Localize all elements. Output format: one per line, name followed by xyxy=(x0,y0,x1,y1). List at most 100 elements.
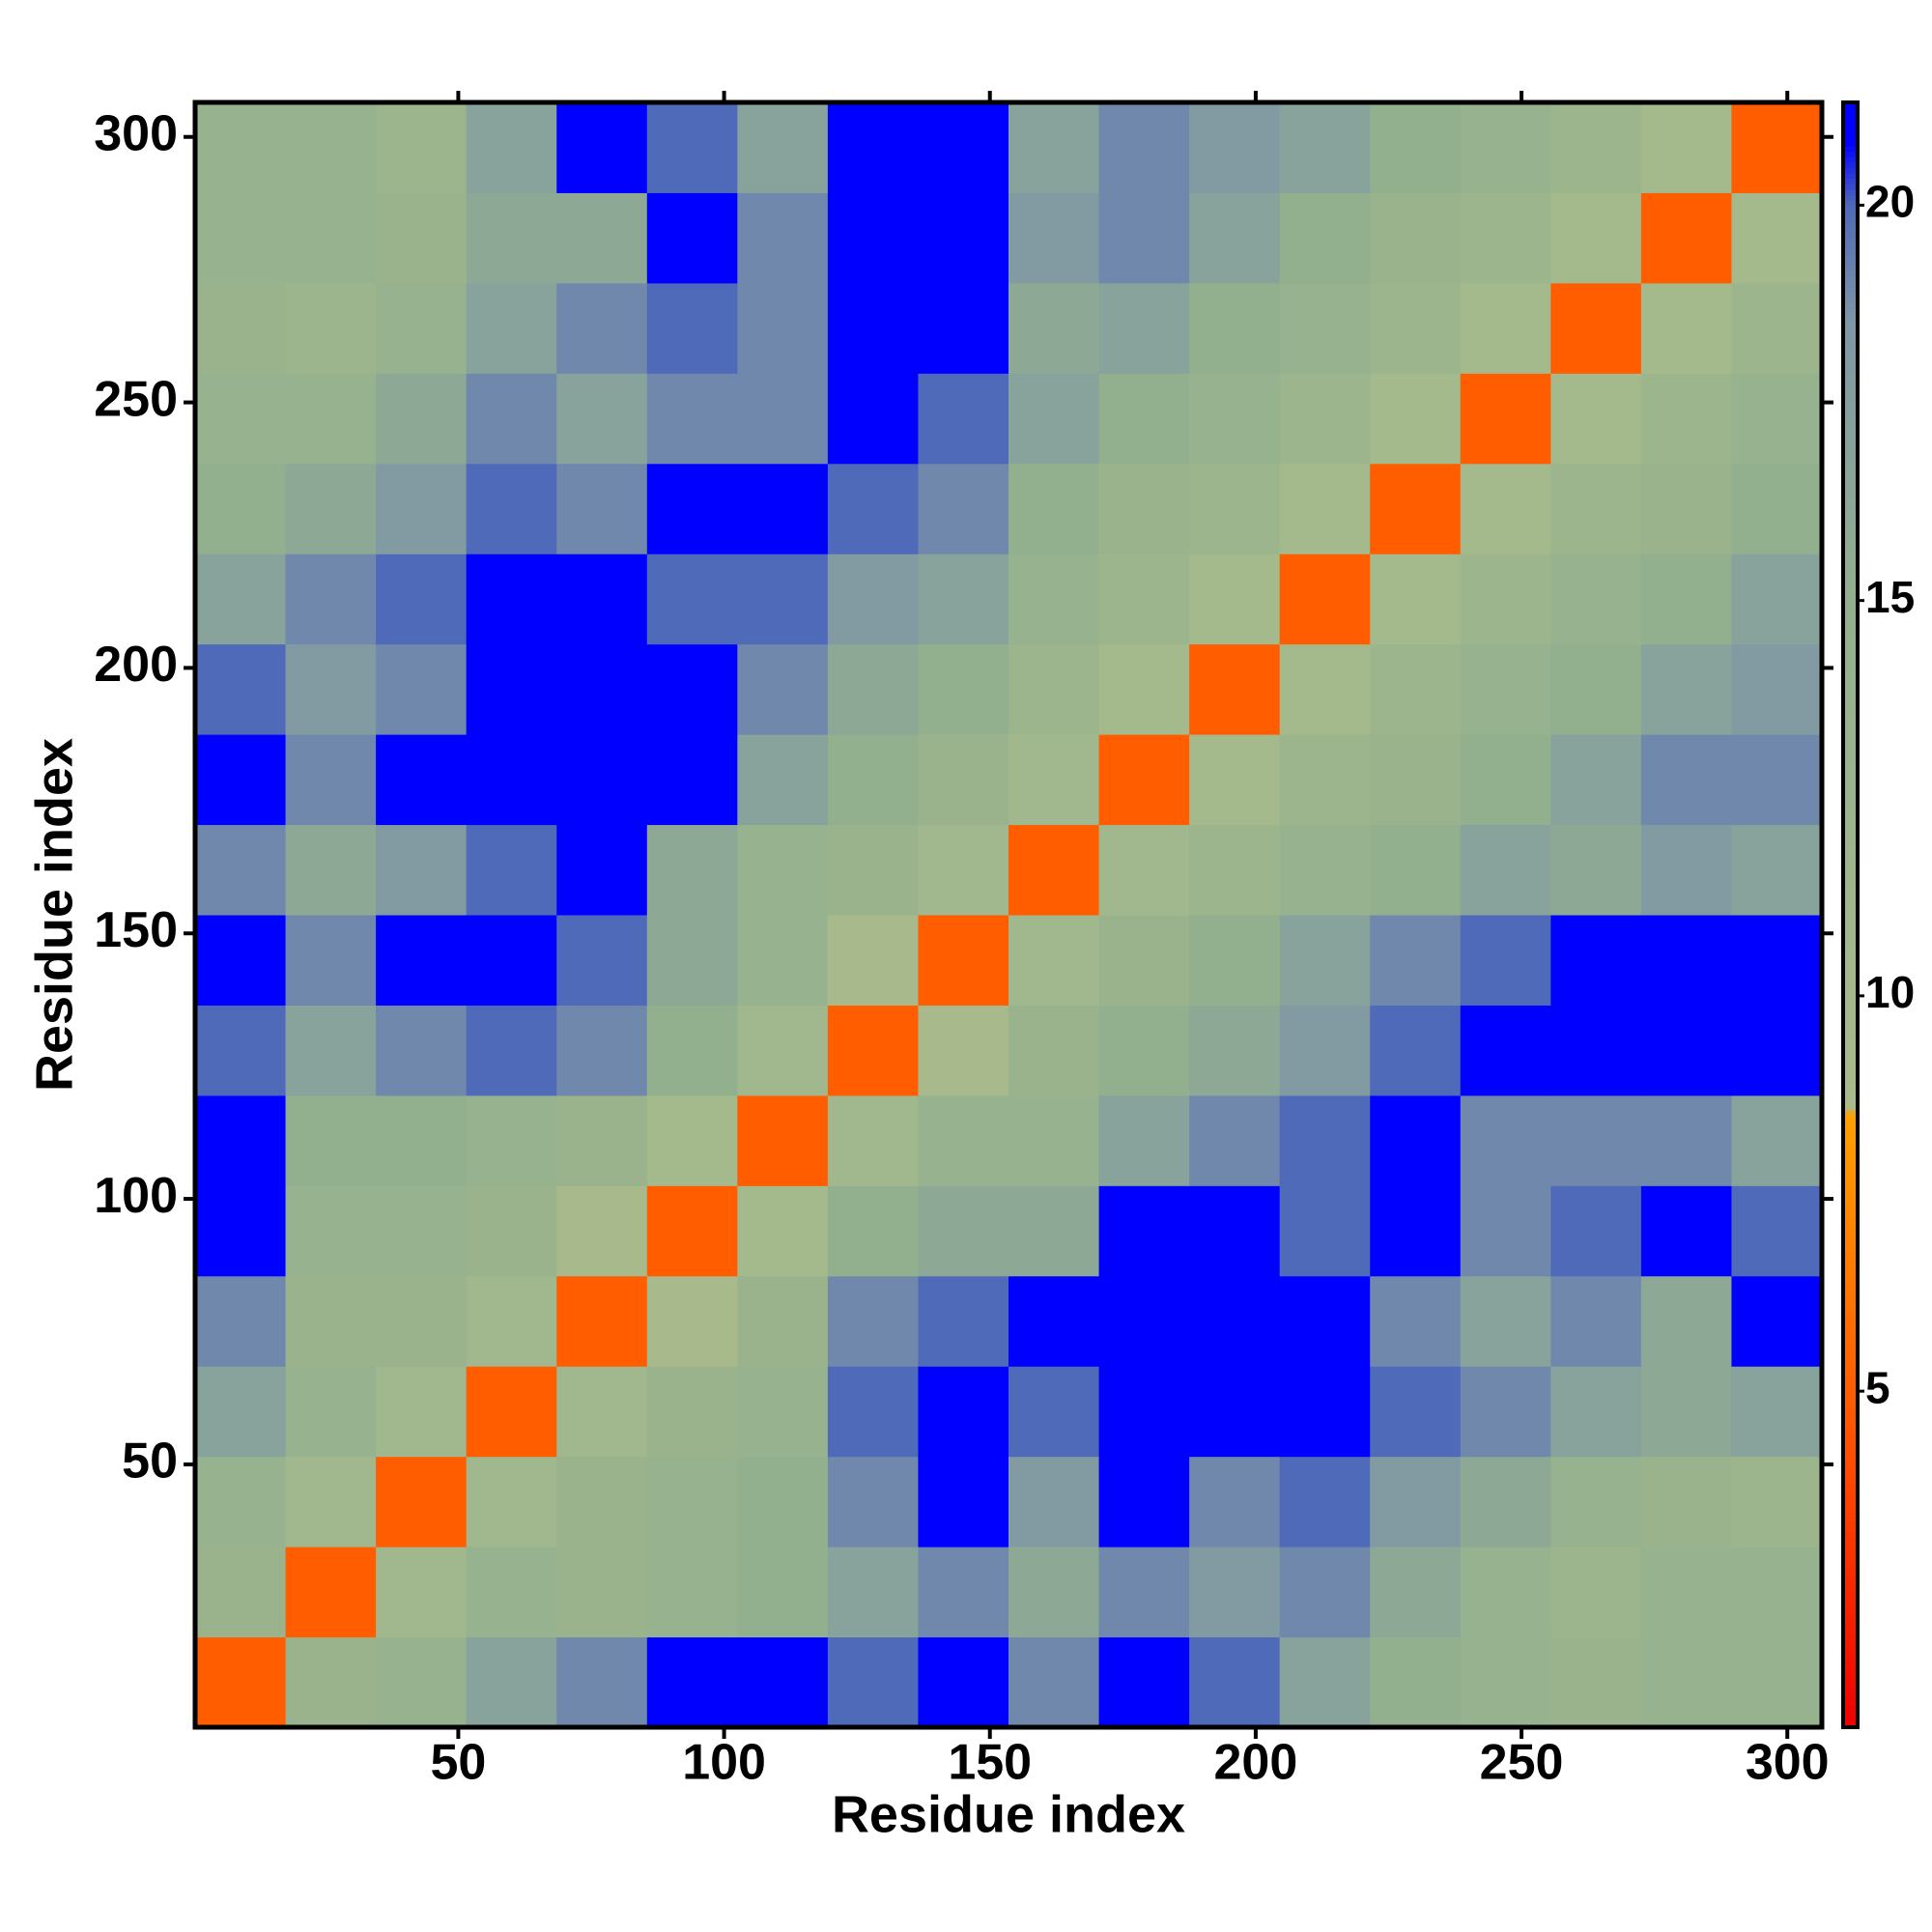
heatmap-cell xyxy=(737,824,829,916)
colorbar-slice xyxy=(1843,1148,1858,1154)
colorbar-slice xyxy=(1843,184,1858,190)
colorbar-slice xyxy=(1843,990,1858,997)
heatmap-cell xyxy=(918,734,1009,826)
colorbar-slice xyxy=(1843,882,1858,889)
heatmap-cell xyxy=(737,282,829,374)
colorbar-slice xyxy=(1843,1304,1858,1311)
colorbar-slice xyxy=(1843,161,1858,168)
colorbar-slice xyxy=(1843,275,1858,282)
heatmap-cell xyxy=(1009,373,1100,465)
colorbar-slice xyxy=(1843,433,1858,440)
y-tick-label: 150 xyxy=(94,902,178,958)
heatmap-cell xyxy=(195,192,287,284)
heatmap-cell xyxy=(1640,463,1732,554)
colorbar-slice xyxy=(1843,292,1858,298)
heatmap-cell xyxy=(827,282,919,374)
heatmap-cell xyxy=(376,282,468,374)
x-axis-title: Residue index xyxy=(832,1785,1185,1843)
heatmap-cell xyxy=(737,1275,829,1367)
heatmap-cell xyxy=(556,282,648,374)
heatmap-cell xyxy=(1460,824,1551,916)
colorbar-slice xyxy=(1843,113,1858,120)
heatmap-cell xyxy=(1279,1185,1371,1277)
colorbar-slice xyxy=(1843,497,1858,504)
colorbar-slice xyxy=(1843,253,1858,261)
colorbar-slice xyxy=(1843,876,1858,883)
heatmap-cell xyxy=(1189,102,1281,193)
heatmap-cell xyxy=(1460,1366,1551,1458)
colorbar-slice xyxy=(1843,194,1858,201)
heatmap-cell xyxy=(1460,1005,1551,1096)
colorbar-slice xyxy=(1843,957,1858,965)
heatmap-cell xyxy=(1460,554,1551,645)
heatmap-cell xyxy=(827,643,919,735)
heatmap-cell xyxy=(1009,643,1100,735)
heatmap-cell xyxy=(285,1275,377,1367)
heatmap-cell xyxy=(737,915,829,1006)
heatmap-cell xyxy=(1550,1547,1642,1638)
colorbar-slice xyxy=(1843,1624,1858,1631)
heatmap-cell xyxy=(1550,1185,1642,1277)
heatmap-cell xyxy=(376,643,468,735)
heatmap-cell xyxy=(195,463,287,554)
colorbar-slice xyxy=(1843,1098,1858,1105)
colorbar-slice xyxy=(1843,1190,1858,1198)
heatmap-cell xyxy=(1731,734,1823,826)
colorbar-slice xyxy=(1843,1125,1858,1132)
colorbar-slice xyxy=(1843,963,1858,970)
colorbar-slice xyxy=(1843,1272,1858,1279)
colorbar-slice xyxy=(1843,1548,1858,1555)
heatmap-cell xyxy=(195,824,287,916)
colorbar-slice xyxy=(1843,1331,1858,1338)
heatmap-cell xyxy=(1550,1366,1642,1458)
colorbar-slice xyxy=(1843,541,1858,548)
colorbar-slice xyxy=(1843,1034,1858,1040)
colorbar-slice xyxy=(1843,1202,1858,1208)
heatmap-cell xyxy=(285,554,377,645)
colorbar-slice xyxy=(1843,248,1858,255)
colorbar-slice xyxy=(1843,535,1858,542)
colorbar-slice xyxy=(1843,828,1858,835)
heatmap-cell xyxy=(1640,373,1732,465)
x-tick-label: 150 xyxy=(948,1735,1032,1791)
colorbar-slice xyxy=(1843,465,1858,471)
colorbar-slice xyxy=(1843,1493,1858,1501)
colorbar-slice xyxy=(1843,1407,1858,1414)
colorbar-slice xyxy=(1843,297,1858,304)
heatmap-cell xyxy=(1640,1275,1732,1367)
colorbar-slice xyxy=(1843,475,1858,483)
colorbar-slice xyxy=(1843,1586,1858,1593)
y-tick-label: 300 xyxy=(94,105,178,161)
colorbar-slice xyxy=(1843,1077,1858,1084)
heatmap-cell xyxy=(646,1005,738,1096)
colorbar-slice xyxy=(1843,1175,1858,1181)
colorbar-slice xyxy=(1843,1223,1858,1230)
colorbar-slice xyxy=(1843,1520,1858,1528)
colorbar-slice xyxy=(1843,405,1858,412)
colorbar-slice xyxy=(1843,1055,1858,1062)
colorbar-slice xyxy=(1843,817,1858,824)
heatmap-cell xyxy=(1370,1185,1462,1277)
heatmap-cell xyxy=(827,463,919,554)
colorbar-slice xyxy=(1843,1472,1858,1479)
colorbar-slice xyxy=(1843,1121,1858,1127)
colorbar-slice xyxy=(1843,622,1858,629)
heatmap-cell xyxy=(466,373,557,465)
colorbar-slice xyxy=(1843,188,1858,195)
heatmap-cell xyxy=(556,1185,648,1277)
colorbar-tick-label: 10 xyxy=(1865,967,1915,1017)
heatmap-cell xyxy=(1189,1366,1281,1458)
x-tick-label: 200 xyxy=(1214,1735,1298,1791)
heatmap-cell xyxy=(195,1185,287,1277)
heatmap-cell xyxy=(737,1005,829,1096)
colorbar-slice xyxy=(1843,893,1858,899)
colorbar-slice xyxy=(1843,779,1858,786)
colorbar-slice xyxy=(1843,649,1858,656)
colorbar-slice xyxy=(1843,1445,1858,1452)
heatmap-cell xyxy=(556,1456,648,1548)
heatmap-cell xyxy=(1279,373,1371,465)
colorbar-slice xyxy=(1843,1094,1858,1100)
heatmap-cell xyxy=(1370,463,1462,554)
colorbar-slice xyxy=(1843,1115,1858,1122)
heatmap-cell xyxy=(918,1275,1009,1367)
